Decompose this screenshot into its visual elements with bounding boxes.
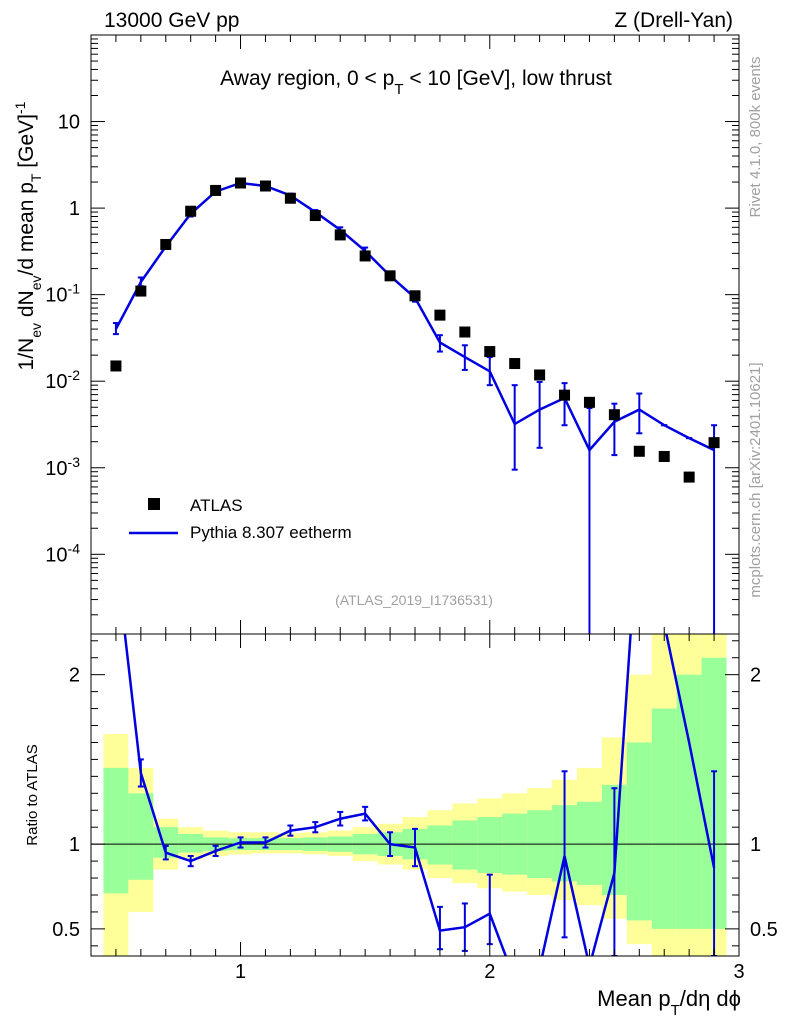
y-tick-label: 10-4: [45, 540, 80, 566]
source-label: mcplots.cern.ch [arXiv:2401.10621]: [747, 362, 764, 597]
inner-band-segment: [577, 801, 602, 885]
atlas-point: [284, 192, 296, 204]
ratio-panel: 1 2 3 0.5 0.5 1 1 2 2 Ratio to ATLAS Mean pT/dη …: [24, 633, 778, 1019]
atlas-point: [235, 177, 247, 189]
ratio-y-tick-label-right: 0.5: [750, 919, 778, 941]
atlas-point: [334, 229, 346, 241]
atlas-point: [658, 450, 670, 462]
atlas-point: [434, 309, 446, 321]
legend: ATLAS Pythia 8.307 eetherm: [129, 496, 352, 542]
ratio-y-tick-label: 1: [69, 834, 80, 856]
plot-title: Away region, 0 < pT < 10 [GeV], low thru…: [220, 67, 612, 98]
atlas-point: [484, 346, 496, 358]
uncertainty-bands: [103, 634, 727, 956]
x-tick-label: 2: [484, 961, 495, 983]
atlas-point: [110, 360, 122, 372]
legend-atlas-marker: [148, 498, 160, 510]
y-tick-label: 10: [58, 112, 80, 134]
main-y-axis: 10 1 10-1 10-2 10-3 10-4: [45, 34, 740, 634]
ratio-axes: 1 2 3 0.5 0.5 1 1 2 2: [52, 634, 778, 983]
atlas-point: [309, 210, 321, 222]
atlas-point: [608, 409, 620, 421]
atlas-point: [185, 205, 197, 217]
atlas-data-series: [110, 177, 720, 483]
atlas-point: [160, 238, 172, 250]
rivet-version-label: Rivet 4.1.0, 800k events: [747, 57, 764, 218]
pythia-line: [114, 181, 715, 453]
inner-band-segment: [477, 817, 503, 873]
atlas-point: [210, 184, 222, 196]
atlas-point: [534, 369, 546, 381]
atlas-point: [259, 180, 271, 192]
inner-band-segment: [427, 825, 453, 865]
inner-band-segment: [676, 674, 702, 929]
model-series: [112, 180, 718, 634]
atlas-point: [409, 290, 421, 302]
y-tick-label: 10-1: [45, 281, 80, 307]
process-label: Z (Drell-Yan): [614, 9, 733, 32]
legend-atlas-label: ATLAS: [190, 496, 243, 515]
ratio-y-tick-label: 0.5: [52, 919, 80, 941]
legend-pythia-label: Pythia 8.307 eetherm: [190, 523, 352, 542]
ratio-y-tick-label: 2: [69, 665, 80, 687]
atlas-point: [509, 358, 521, 370]
analysis-id-label: (ATLAS_2019_I1736531): [335, 592, 493, 608]
main-panel: 10 1 10-1 10-2 10-3 10-4 Away region, 0 < pT …: [12, 34, 740, 635]
atlas-point: [633, 445, 645, 457]
atlas-point: [583, 396, 595, 408]
title-pt-subscript: T: [394, 81, 403, 98]
ratio-y-tick-label-right: 2: [750, 665, 761, 687]
y-tick-label: 1: [69, 198, 80, 220]
atlas-point: [708, 437, 720, 449]
x-tick-label: 1: [235, 961, 246, 983]
inner-band-segment: [103, 767, 129, 894]
x-tick-label: 3: [733, 961, 744, 983]
inner-band-segment: [626, 742, 652, 921]
y-tick-label: 10-2: [45, 367, 80, 393]
y-tick-label: 10-3: [45, 454, 80, 480]
inner-band-segment: [651, 708, 677, 929]
ratio-y-axis-label: Ratio to ATLAS: [24, 744, 41, 845]
atlas-point: [135, 285, 147, 297]
main-y-axis-label: 1/Nev dNev/d mean pT [GeV]-1: [12, 101, 44, 370]
inner-band-segment: [452, 820, 478, 870]
atlas-point: [559, 389, 571, 401]
collision-energy-label: 13000 GeV pp: [104, 9, 239, 32]
atlas-point: [459, 326, 471, 338]
ratio-frame: [90, 633, 740, 957]
inner-band-segment: [178, 833, 204, 853]
atlas-point: [359, 250, 371, 262]
ratio-y-tick-label-right: 1: [750, 834, 761, 856]
atlas-point: [683, 471, 695, 483]
atlas-point: [384, 270, 396, 282]
ratio-series: [123, 634, 718, 956]
inner-band-segment: [128, 793, 154, 880]
x-axis-label: Mean pT/dη dϕ: [597, 986, 741, 1019]
main-frame: [90, 34, 740, 635]
